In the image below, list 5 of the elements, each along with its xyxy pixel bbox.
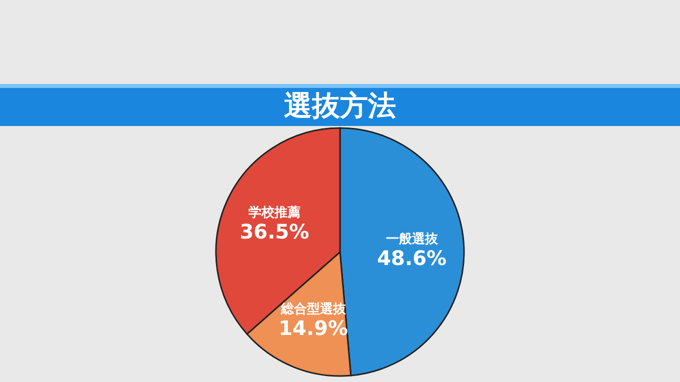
slice-label: 学校推薦 xyxy=(248,204,300,220)
chart-title: 選抜方法 xyxy=(284,89,396,122)
slice-label: 一般選抜 xyxy=(386,232,439,247)
data-label: 48.6% xyxy=(377,246,447,270)
data-label: 36.5% xyxy=(240,219,310,244)
